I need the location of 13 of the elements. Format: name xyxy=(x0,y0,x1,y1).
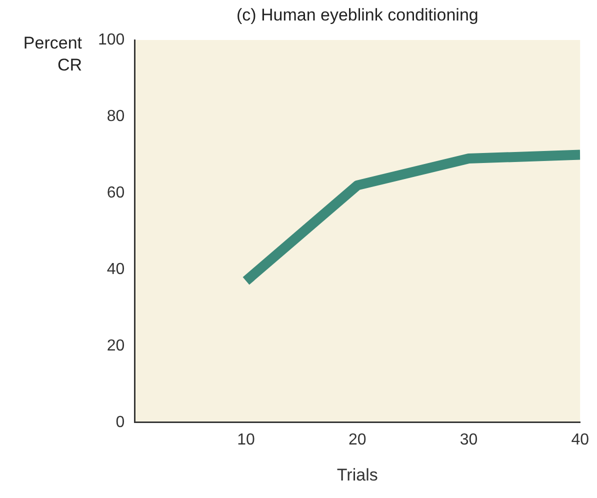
y-tick-label: 0 xyxy=(116,414,125,431)
y-tick-label: 20 xyxy=(106,337,125,354)
y-tick-label: 80 xyxy=(106,108,125,125)
x-tick-label: 20 xyxy=(348,431,366,448)
y-axis-title: Percent CR xyxy=(23,34,82,75)
y-tick-label: 60 xyxy=(106,184,125,202)
x-tick-label: 30 xyxy=(460,431,478,448)
x-tick-label: 10 xyxy=(237,431,256,448)
y-tick-label: 40 xyxy=(106,260,125,278)
x-axis-title: Trials xyxy=(336,465,378,484)
chart-title: (c) Human eyeblink conditioning xyxy=(236,6,478,25)
x-tick-label: 40 xyxy=(571,431,590,448)
y-tick-label: 100 xyxy=(98,31,125,48)
